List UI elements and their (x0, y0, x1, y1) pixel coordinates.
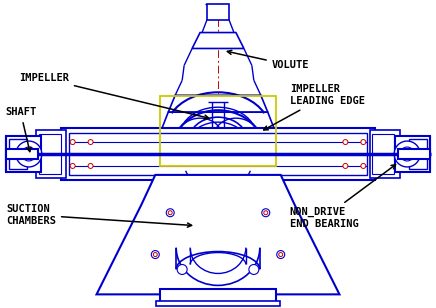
Circle shape (343, 164, 348, 168)
Circle shape (151, 251, 159, 258)
Circle shape (88, 164, 93, 168)
Bar (39, 134, 61, 174)
Circle shape (279, 253, 283, 257)
Bar (207, 4, 229, 20)
Circle shape (249, 265, 259, 274)
Bar (372, 134, 394, 174)
Circle shape (153, 253, 157, 257)
Circle shape (343, 140, 348, 144)
Circle shape (168, 211, 172, 215)
Bar (69, 133, 367, 175)
Circle shape (70, 140, 75, 144)
Polygon shape (96, 175, 340, 294)
Circle shape (166, 209, 174, 217)
Text: IMPELLER
LEADING EDGE: IMPELLER LEADING EDGE (264, 84, 364, 130)
Bar (9, 139, 27, 169)
Circle shape (264, 211, 268, 215)
Circle shape (177, 265, 187, 274)
Bar (36, 130, 66, 178)
Text: SUCTION
CHAMBERS: SUCTION CHAMBERS (6, 204, 192, 227)
Circle shape (277, 251, 285, 258)
Bar (370, 130, 400, 178)
Polygon shape (192, 33, 244, 48)
Bar (6, 150, 14, 158)
Bar (61, 128, 375, 180)
Text: IMPELLER: IMPELLER (19, 73, 209, 119)
Circle shape (22, 147, 36, 161)
Bar (160, 290, 276, 303)
Bar (409, 139, 427, 169)
Text: VOLUTE: VOLUTE (227, 50, 309, 71)
Circle shape (361, 140, 366, 144)
Bar (398, 149, 430, 159)
Bar (6, 136, 41, 172)
Text: SHAFT: SHAFT (5, 107, 36, 152)
Bar (395, 136, 430, 172)
Circle shape (70, 164, 75, 168)
Circle shape (400, 147, 414, 161)
Circle shape (243, 206, 263, 226)
Circle shape (394, 141, 420, 167)
Bar (156, 301, 280, 306)
Bar (6, 149, 38, 159)
Polygon shape (168, 95, 268, 112)
Circle shape (173, 206, 193, 226)
Circle shape (262, 209, 270, 217)
Circle shape (16, 141, 42, 167)
Circle shape (361, 164, 366, 168)
Polygon shape (161, 112, 275, 130)
Circle shape (88, 140, 93, 144)
Text: NON_DRIVE
END BEARING: NON_DRIVE END BEARING (290, 165, 395, 229)
